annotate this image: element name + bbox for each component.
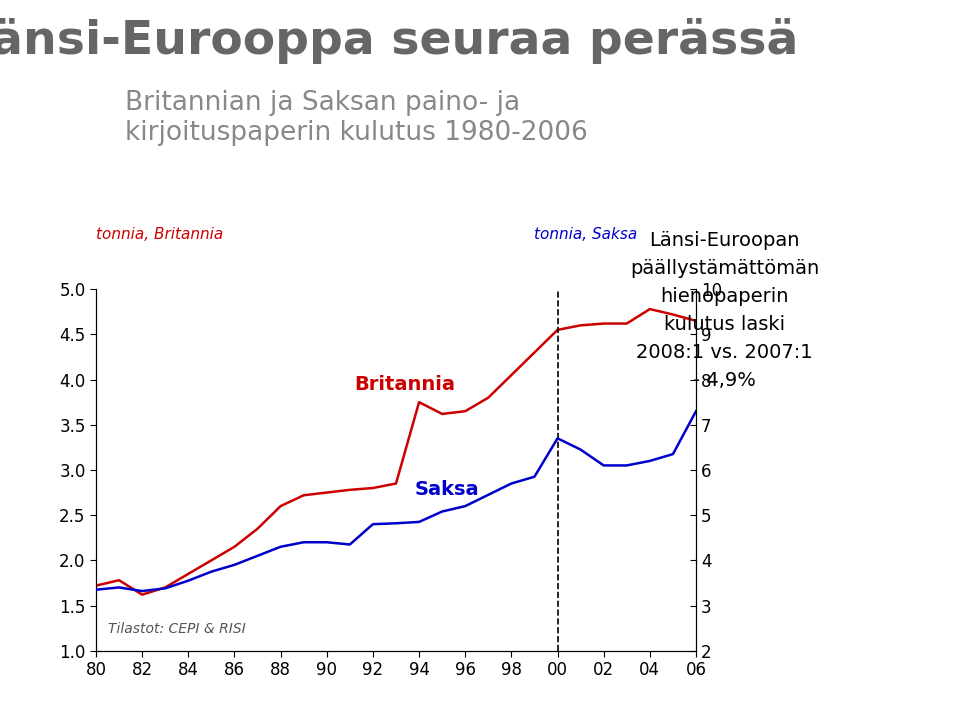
- Text: tonnia, Saksa: tonnia, Saksa: [534, 227, 637, 242]
- Text: Britannia: Britannia: [354, 375, 455, 395]
- Text: Saksa: Saksa: [415, 480, 479, 500]
- Text: Länsi-Eurooppa seuraa perässä: Länsi-Eurooppa seuraa perässä: [0, 18, 798, 64]
- Text: Britannian ja Saksan paino- ja
kirjoituspaperin kulutus 1980-2006: Britannian ja Saksan paino- ja kirjoitus…: [125, 90, 588, 146]
- Text: Länsi-Euroopan
päällystämättömän
hienopaperin
kulutus laski
2008:1 vs. 2007:1
- : Länsi-Euroopan päällystämättömän hienopa…: [630, 231, 820, 390]
- Text: tonnia, Britannia: tonnia, Britannia: [96, 227, 224, 242]
- Text: Tilastot: CEPI & RISI: Tilastot: CEPI & RISI: [108, 622, 246, 636]
